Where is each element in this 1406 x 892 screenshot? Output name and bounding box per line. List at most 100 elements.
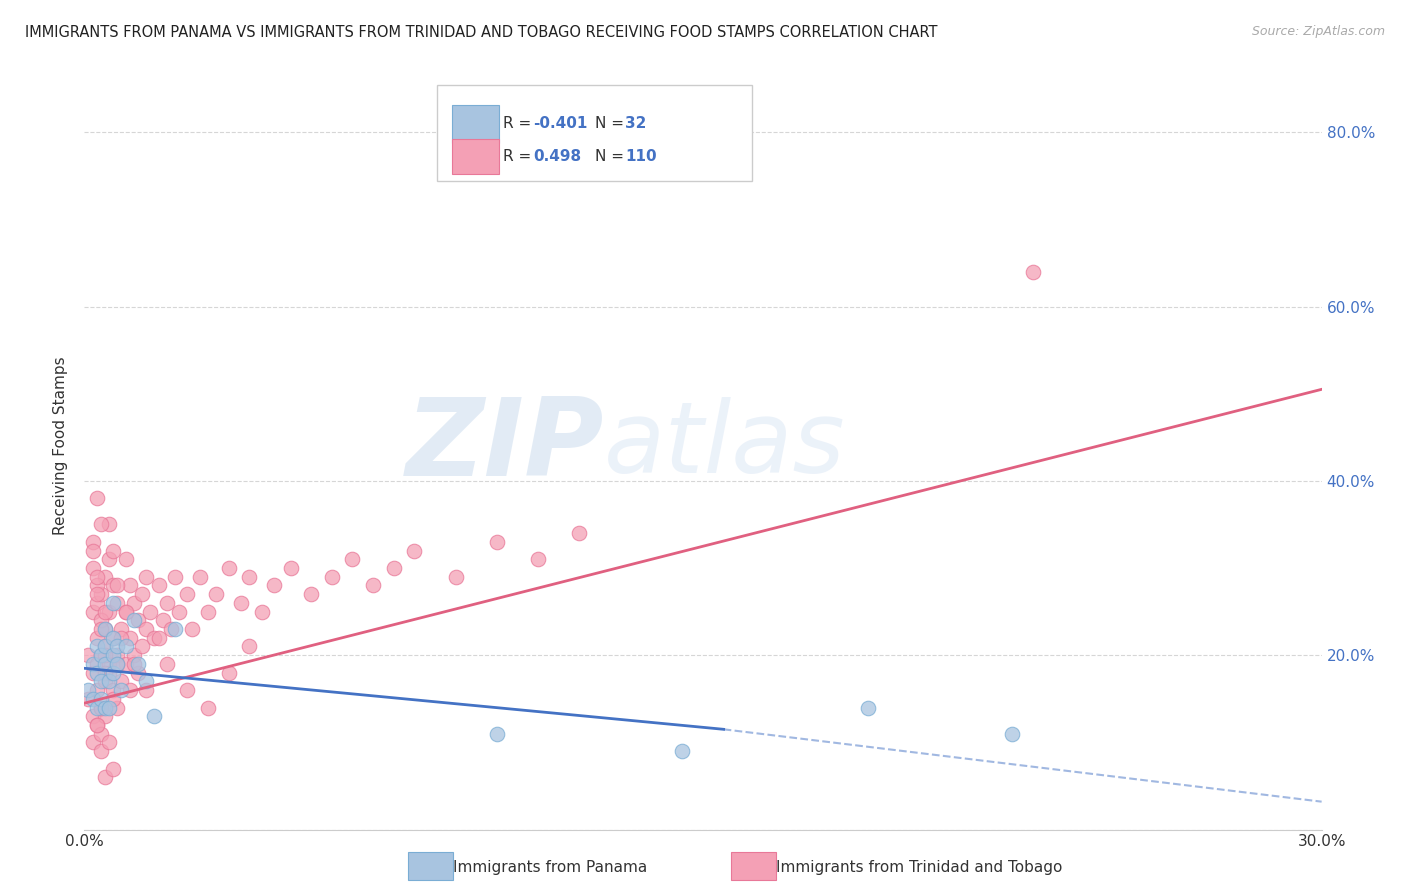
Text: N =: N = [595,116,630,131]
Point [86,700,108,714]
Point [82,561,104,575]
Point [197,605,219,619]
Point [90,648,112,663]
Point [94,622,117,636]
Point [527,552,550,566]
Point [98,552,121,566]
Point [82,534,104,549]
Point [94,640,117,654]
Point [1022,265,1045,279]
Point [86,570,108,584]
Y-axis label: Receiving Food Stamps: Receiving Food Stamps [53,357,69,535]
Point [404,543,426,558]
Text: Immigrants from Trinidad and Tobago: Immigrants from Trinidad and Tobago [776,860,1063,874]
Point [156,596,179,610]
Text: IMMIGRANTS FROM PANAMA VS IMMIGRANTS FROM TRINIDAD AND TOBAGO RECEIVING FOOD STA: IMMIGRANTS FROM PANAMA VS IMMIGRANTS FRO… [25,25,938,40]
Point [98,657,121,671]
Point [114,552,136,566]
Point [110,631,132,645]
Point [90,700,112,714]
Point [118,578,141,592]
Point [105,648,128,663]
Point [103,665,125,680]
Point [105,657,128,671]
Point [568,526,591,541]
Point [90,674,112,689]
FancyBboxPatch shape [451,104,499,143]
Point [671,744,693,758]
Text: 32: 32 [626,116,647,131]
Text: Source: ZipAtlas.com: Source: ZipAtlas.com [1251,25,1385,38]
Point [238,570,260,584]
Text: R =: R = [502,149,540,163]
Text: atlas: atlas [605,398,845,494]
Text: 0.498: 0.498 [533,149,582,163]
Point [86,640,108,654]
Point [485,534,508,549]
Point [82,657,104,671]
Point [176,587,198,601]
Point [131,587,153,601]
Text: Immigrants from Panama: Immigrants from Panama [453,860,647,874]
Point [90,700,112,714]
Text: N =: N = [595,149,630,163]
Point [105,596,128,610]
Point [110,622,132,636]
Point [188,570,211,584]
Point [180,622,202,636]
FancyBboxPatch shape [451,139,499,174]
Point [103,596,125,610]
Point [152,613,174,627]
Point [197,700,219,714]
Point [86,718,108,732]
Point [135,622,157,636]
Point [94,674,117,689]
Point [105,578,128,592]
Point [127,613,149,627]
Point [98,665,121,680]
Point [118,631,141,645]
Point [90,622,112,636]
Point [103,543,125,558]
Point [114,640,136,654]
Point [127,665,149,680]
Text: R =: R = [502,116,536,131]
Point [382,561,405,575]
Point [165,622,187,636]
Point [148,578,170,592]
Point [82,735,104,749]
Point [98,700,121,714]
Point [165,570,187,584]
Point [229,596,252,610]
Point [86,683,108,698]
Point [1001,726,1024,740]
Point [135,683,157,698]
Point [86,578,108,592]
Point [94,709,117,723]
Point [114,605,136,619]
Point [90,517,112,532]
Point [299,587,322,601]
Point [143,631,166,645]
Point [118,683,141,698]
Point [122,596,145,610]
Point [86,596,108,610]
Point [94,700,117,714]
Point [103,631,125,645]
Text: 110: 110 [626,149,657,163]
Point [103,683,125,698]
Point [77,691,100,706]
Point [444,570,467,584]
Point [122,657,145,671]
Point [86,665,108,680]
Point [103,762,125,776]
Point [90,648,112,663]
Point [98,735,121,749]
Point [205,587,228,601]
Point [135,570,157,584]
Point [82,691,104,706]
Point [160,622,183,636]
Point [94,570,117,584]
Point [167,605,190,619]
Point [110,674,132,689]
